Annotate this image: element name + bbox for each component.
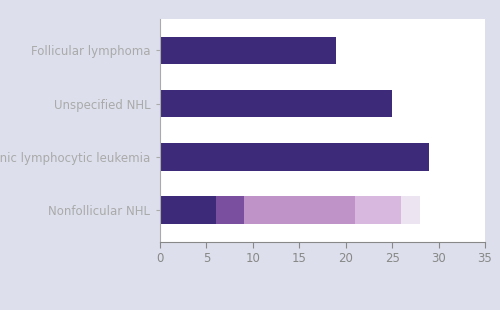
Bar: [160, 37, 336, 64]
Bar: [160, 90, 392, 117]
Bar: [244, 196, 355, 224]
Bar: [355, 196, 402, 224]
Bar: [402, 196, 420, 224]
Bar: [160, 196, 216, 224]
Bar: [216, 196, 244, 224]
Bar: [160, 143, 429, 170]
